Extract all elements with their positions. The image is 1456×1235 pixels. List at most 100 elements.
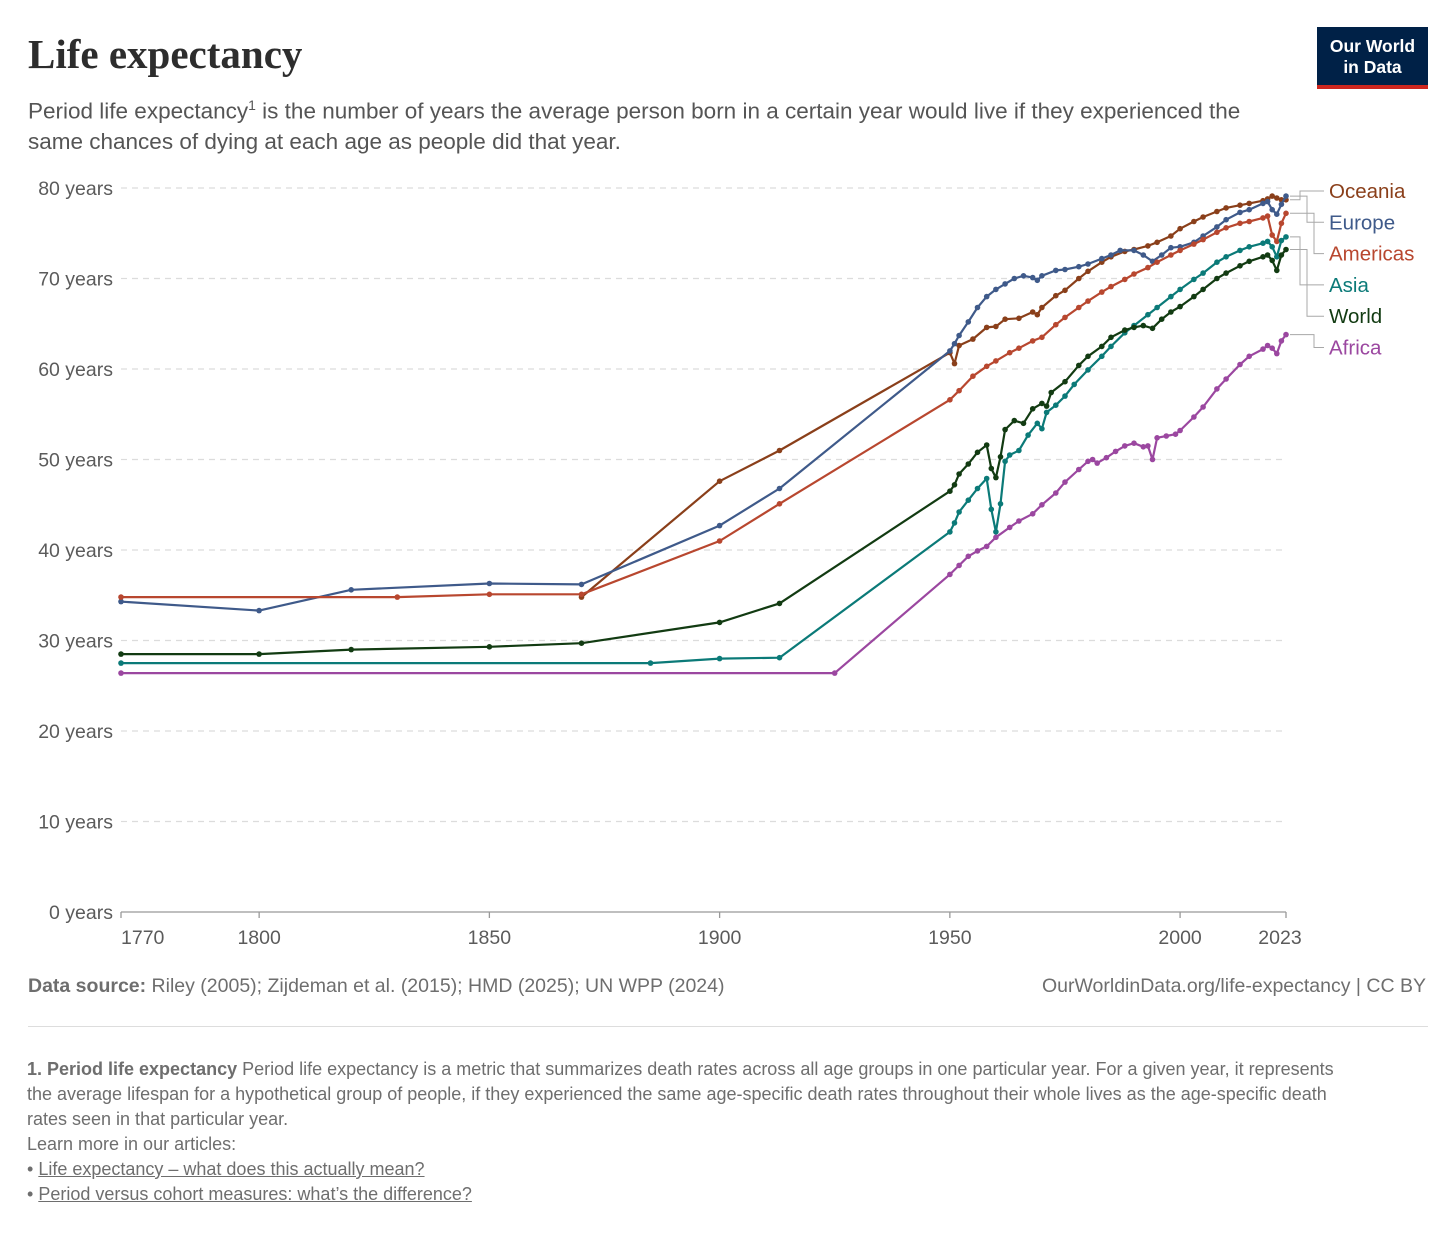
data-point[interactable] [118, 660, 124, 666]
data-point[interactable] [956, 332, 962, 339]
data-point[interactable] [1089, 456, 1096, 463]
data-point[interactable] [716, 655, 723, 662]
data-point[interactable] [1237, 247, 1243, 254]
data-point[interactable] [118, 651, 124, 657]
data-point[interactable] [1062, 393, 1068, 399]
data-point[interactable] [776, 447, 783, 454]
data-point[interactable] [1085, 298, 1091, 304]
data-point[interactable] [1191, 276, 1197, 283]
data-point[interactable] [970, 336, 976, 342]
data-point[interactable] [1278, 252, 1285, 258]
data-point[interactable] [1039, 304, 1045, 311]
data-point[interactable] [118, 594, 124, 600]
credit-link[interactable]: OurWorldinData.org/life-expectancy | CC … [1041, 975, 1426, 997]
data-point[interactable] [1246, 218, 1252, 225]
data-point[interactable] [486, 580, 493, 587]
data-point[interactable] [1237, 361, 1243, 368]
data-point[interactable] [1131, 271, 1137, 277]
legend-item-oceania[interactable]: Oceania [1290, 180, 1406, 203]
series-world[interactable] [118, 246, 1289, 657]
data-point[interactable] [776, 501, 783, 507]
data-point[interactable] [1006, 349, 1013, 356]
data-point[interactable] [983, 442, 990, 448]
data-point[interactable] [965, 497, 972, 504]
data-point[interactable] [1076, 466, 1082, 473]
data-point[interactable] [1053, 321, 1059, 328]
series-europe[interactable] [118, 193, 1289, 614]
legend-item-americas[interactable]: Americas [1290, 212, 1414, 266]
data-point[interactable] [1145, 443, 1151, 449]
data-point[interactable] [1283, 246, 1289, 253]
data-point[interactable] [997, 501, 1004, 507]
series-oceania[interactable] [578, 193, 1289, 600]
data-point[interactable] [1269, 345, 1275, 351]
data-point[interactable] [993, 286, 999, 293]
data-point[interactable] [1062, 287, 1068, 294]
data-point[interactable] [776, 600, 783, 607]
data-point[interactable] [1029, 274, 1036, 281]
series-line[interactable] [580, 195, 1287, 598]
data-point[interactable] [974, 485, 981, 492]
data-point[interactable] [1020, 273, 1027, 279]
data-point[interactable] [1214, 275, 1220, 282]
legend-item-asia[interactable]: Asia [1290, 236, 1369, 297]
data-point[interactable] [1006, 524, 1013, 531]
data-point[interactable] [993, 323, 999, 330]
data-point[interactable] [988, 506, 995, 513]
data-point[interactable] [1200, 404, 1206, 410]
data-point[interactable] [118, 670, 124, 676]
data-point[interactable] [1191, 293, 1197, 300]
data-point[interactable] [1062, 479, 1068, 485]
data-point[interactable] [1029, 309, 1036, 315]
data-point[interactable] [578, 581, 585, 588]
data-point[interactable] [1025, 432, 1031, 438]
data-point[interactable] [716, 478, 723, 485]
data-point[interactable] [1264, 213, 1271, 219]
data-point[interactable] [1200, 214, 1206, 220]
data-point[interactable] [1200, 270, 1206, 276]
legend-item-world[interactable]: World [1290, 249, 1382, 329]
data-point[interactable] [1039, 400, 1045, 407]
data-point[interactable] [1269, 244, 1275, 250]
data-point[interactable] [1145, 243, 1151, 249]
data-point[interactable] [1237, 202, 1243, 208]
data-point[interactable] [1145, 311, 1151, 318]
data-point[interactable] [1264, 198, 1271, 205]
data-point[interactable] [1029, 511, 1036, 517]
data-point[interactable] [1103, 454, 1110, 461]
legend-label[interactable]: World [1329, 305, 1382, 328]
data-point[interactable] [983, 543, 990, 550]
legend-label[interactable]: Europe [1329, 211, 1395, 234]
data-point[interactable] [956, 471, 962, 477]
legend-item-europe[interactable]: Europe [1290, 195, 1395, 234]
series-americas[interactable] [118, 210, 1289, 600]
data-point[interactable] [1274, 211, 1280, 217]
data-point[interactable] [1278, 237, 1285, 244]
data-point[interactable] [1246, 206, 1252, 213]
data-point[interactable] [951, 482, 958, 488]
data-point[interactable] [1168, 252, 1174, 258]
series-africa[interactable] [118, 331, 1289, 676]
data-point[interactable] [1177, 247, 1183, 254]
data-point[interactable] [1099, 289, 1105, 295]
data-point[interactable] [1117, 247, 1123, 254]
data-point[interactable] [974, 449, 981, 456]
data-point[interactable] [1034, 420, 1041, 427]
series-line[interactable] [121, 248, 1287, 656]
data-point[interactable] [1223, 205, 1229, 211]
data-point[interactable] [1154, 259, 1160, 265]
data-point[interactable] [1223, 254, 1229, 260]
data-point[interactable] [965, 319, 972, 325]
data-point[interactable] [1223, 270, 1229, 276]
data-point[interactable] [947, 348, 953, 354]
data-point[interactable] [1214, 208, 1220, 215]
data-point[interactable] [1158, 316, 1165, 322]
data-point[interactable] [956, 562, 962, 569]
data-point[interactable] [256, 607, 262, 614]
series-asia[interactable] [118, 234, 1289, 666]
data-point[interactable] [1264, 342, 1271, 349]
data-point[interactable] [1016, 315, 1022, 322]
data-point[interactable] [1191, 241, 1197, 247]
data-point[interactable] [1002, 458, 1008, 465]
data-point[interactable] [956, 342, 962, 349]
